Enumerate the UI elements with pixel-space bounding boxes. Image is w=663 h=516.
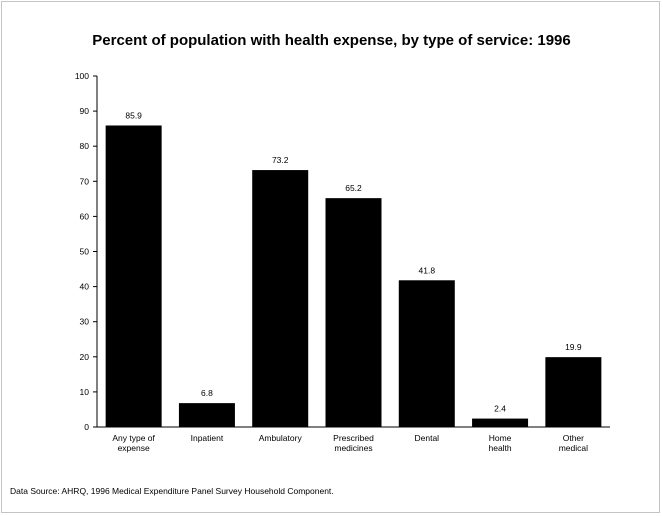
- bar-value-label: 85.9: [125, 110, 142, 120]
- y-tick-label: 50: [80, 247, 90, 257]
- bar-value-label: 41.8: [419, 265, 436, 275]
- bar-value-label: 6.8: [201, 388, 213, 398]
- bar: [325, 198, 382, 427]
- category-label: Other medical: [559, 433, 588, 453]
- category-label: Home health: [488, 433, 511, 453]
- y-tick-label: 60: [80, 211, 90, 221]
- category-label: Inpatient: [191, 433, 224, 443]
- category-label: Dental: [414, 433, 439, 443]
- y-tick-label: 90: [80, 106, 90, 116]
- bar: [545, 357, 602, 427]
- category-label-line: health: [488, 443, 511, 453]
- category-label-line: Prescribed: [333, 433, 374, 443]
- y-tick-label: 80: [80, 141, 90, 151]
- y-tick-label: 70: [80, 176, 90, 186]
- category-label-line: medical: [559, 443, 588, 453]
- chart-title: Percent of population with health expens…: [92, 32, 571, 49]
- category-label-line: Inpatient: [191, 433, 224, 443]
- bar: [178, 403, 235, 427]
- y-tick-label: 30: [80, 317, 90, 327]
- category-label-line: expense: [118, 443, 150, 453]
- category-label-line: Home: [489, 433, 512, 443]
- y-tick-label: 10: [80, 387, 90, 397]
- category-label-line: Any type of: [112, 433, 155, 443]
- category-label: Ambulatory: [259, 433, 303, 443]
- category-label-line: Ambulatory: [259, 433, 303, 443]
- category-label-line: Other: [563, 433, 584, 443]
- bar-value-label: 73.2: [272, 155, 289, 165]
- bar-value-label: 2.4: [494, 404, 506, 414]
- bar-value-label: 65.2: [345, 183, 362, 193]
- category-label: Prescribed medicines: [333, 433, 374, 453]
- y-tick-label: 100: [75, 71, 89, 81]
- bar: [105, 125, 162, 427]
- y-tick-label: 40: [80, 282, 90, 292]
- y-tick-label: 20: [80, 352, 90, 362]
- data-source-note: Data Source: AHRQ, 1996 Medical Expendit…: [10, 486, 334, 496]
- bar: [252, 170, 309, 427]
- bar: [472, 418, 529, 427]
- y-tick-label: 0: [84, 422, 89, 432]
- bar-value-label: 19.9: [565, 342, 582, 352]
- category-label-line: Dental: [414, 433, 439, 443]
- category-label: Any type of expense: [112, 433, 155, 453]
- bar: [398, 280, 455, 427]
- category-label-line: medicines: [334, 443, 372, 453]
